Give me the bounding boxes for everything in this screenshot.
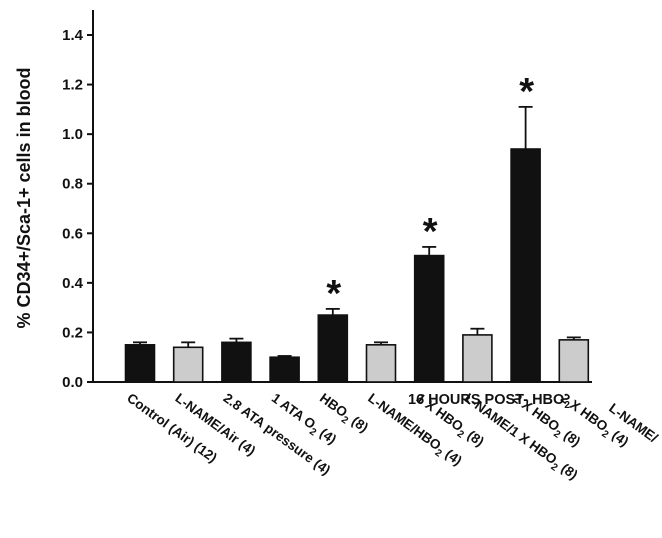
- y-tick-label: 1.4: [62, 27, 84, 44]
- x-category-labels: Control (Air) (12)L-NAME/Air (4)2.8 ATA …: [124, 390, 661, 482]
- bar: [413, 254, 445, 383]
- y-tick-label: 0.4: [62, 275, 84, 292]
- y-axis-label: % CD34+/Sca-1+ cells in blood: [14, 67, 34, 328]
- y-ticks: 0.0 0.2 0.4 0.6 0.8 1.0 1.2 1.4: [62, 27, 93, 391]
- bar: [558, 339, 590, 383]
- bar: [124, 344, 156, 383]
- y-tick-label: 0.8: [62, 176, 83, 193]
- y-tick-label: 0.6: [62, 225, 83, 242]
- bar: [221, 341, 252, 383]
- bar: [510, 148, 541, 383]
- bar: [269, 356, 300, 383]
- y-axis-label-group: % CD34+/Sca-1+ cells in blood: [14, 67, 34, 328]
- time-point-annotation: 16 HOURS POST- HBO2: [408, 392, 570, 411]
- significance-star: *: [519, 71, 534, 113]
- annotation-group: 16 HOURS POST- HBO2: [408, 392, 570, 411]
- y-tick-label: 0.2: [62, 324, 83, 341]
- bars: [124, 148, 590, 383]
- significance-star: *: [423, 211, 438, 253]
- y-tick-label: 1.0: [62, 126, 83, 143]
- error-bars: [133, 105, 581, 358]
- x-category-label: L-NAME/Air (4): [172, 390, 258, 458]
- bar: [462, 334, 493, 383]
- y-tick-label: 1.2: [62, 77, 83, 94]
- bar: [365, 344, 397, 383]
- y-tick-label: 0.0: [62, 374, 83, 391]
- significance-markers: * * *: [326, 71, 534, 315]
- bar: [317, 314, 349, 383]
- significance-star: *: [326, 273, 341, 315]
- bar: [172, 346, 204, 383]
